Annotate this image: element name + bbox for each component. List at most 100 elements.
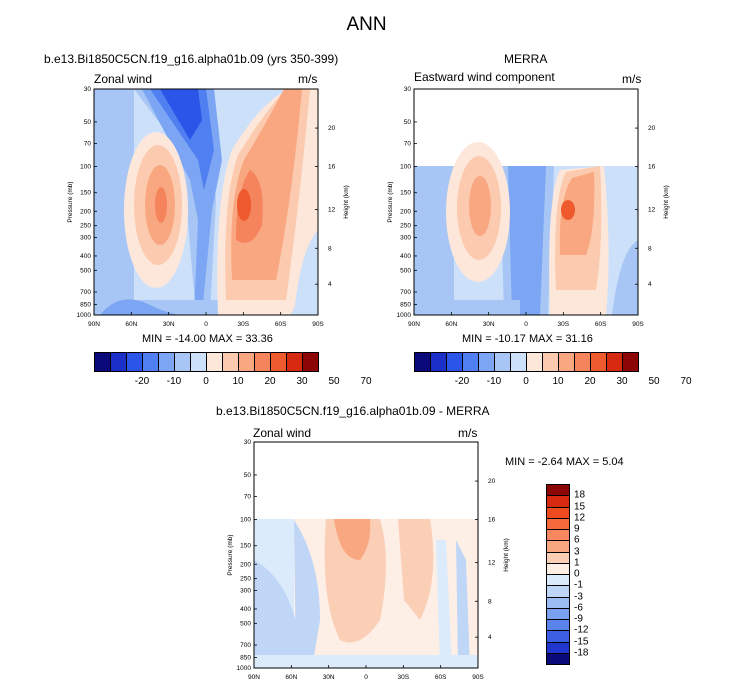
panel2-variable: Eastward wind component [414,70,555,84]
x-tick-label: 0 [364,674,368,681]
colorbar-cell [606,352,623,372]
colorbar-cell [446,352,463,372]
x-tick-label: 60N [445,321,457,328]
y-tick-label: 700 [400,289,411,296]
colorbar-label: 0 [523,376,529,387]
colorbar-cell [238,352,255,372]
y-axis-label: Pressure (mb) [67,181,74,222]
colorbar-cell [190,352,207,372]
y-tick-label: 30 [244,439,252,446]
x-tick-label: 30S [558,321,570,328]
panel3-stats: MIN = -2.64 MAX = 5.04 [505,456,624,468]
colorbar-cell [158,352,175,372]
y-tick-label: 500 [240,620,251,627]
x-tick-label: 30S [398,674,410,681]
x-tick-label: 30N [323,674,335,681]
y-tick-label: 1000 [77,312,92,319]
y-tick-label: 700 [80,289,91,296]
colorbar-label: 30 [296,376,308,387]
colorbar-diff: 18 15 12 9 6 3 1 0 -1 -3 -6 -9 -12 -15 -18 [546,484,616,665]
y2-axis-label: Height (km) [503,538,510,572]
y-tick-label: 400 [240,606,251,613]
colorbar-label: -1 [574,579,583,591]
colorbar-cell [174,352,191,372]
colorbar-cell [494,352,511,372]
x-tick-label: 90N [408,321,420,328]
colorbar-cell [510,352,527,372]
y-tick-label: 50 [244,472,252,479]
y-tick-label: 250 [400,223,411,230]
y2-tick-label: 8 [328,245,332,252]
y-tick-label: 200 [240,561,251,568]
panel3-variable: Zonal wind [253,426,312,440]
colorbar-label: 0 [203,376,209,387]
y-tick-label: 400 [400,253,411,260]
x-tick-label: 90S [632,321,644,328]
panel2-stats: MIN = -10.17 MAX = 31.16 [462,333,593,345]
colorbar-cell [590,352,607,372]
y-tick-label: 300 [400,234,411,241]
colorbar-label: 20 [584,376,596,387]
x-tick-label: 60S [275,321,287,328]
y2-axis-label: Height (km) [343,185,350,219]
x-tick-label: 60S [595,321,607,328]
colorbar-label: -18 [574,647,589,659]
y-tick-label: 50 [84,119,92,126]
y2-tick-label: 12 [648,207,656,214]
x-tick-label: 90N [248,674,260,681]
y-tick-label: 150 [80,190,91,197]
panel1-field [94,89,318,315]
colorbar-cell [622,352,639,372]
colorbar-cell [94,352,111,372]
x-tick-label: 60S [435,674,447,681]
colorbar-cell [478,352,495,372]
y2-tick-label: 4 [488,634,492,641]
panel2-units: m/s [622,72,642,86]
y-tick-label: 150 [400,190,411,197]
y-tick-label: 100 [80,164,91,171]
y2-tick-label: 4 [648,281,652,288]
y-tick-label: 700 [240,642,251,649]
colorbar-label: 10 [232,376,244,387]
colorbar-label: 3 [574,546,580,557]
colorbar-cell [302,352,319,372]
y-tick-label: 850 [80,302,91,309]
colorbar-cell [546,652,570,665]
panel3-field [254,519,478,668]
colorbar-label: 10 [552,376,564,387]
x-tick-label: 30N [163,321,175,328]
colorbar-cell [126,352,143,372]
y-tick-label: 30 [404,86,412,93]
colorbar-label: -6 [574,602,583,614]
panel2-field [414,142,638,315]
y2-axis-label: Height (km) [663,185,670,219]
colorbar-cell [574,352,591,372]
colorbar-cell [142,352,159,372]
colorbar-cell [462,352,479,372]
colorbar-cell [254,352,271,372]
y-tick-label: 300 [80,234,91,241]
colorbar-cell [542,352,559,372]
colorbar-cell [206,352,223,372]
y2-tick-label: 20 [648,125,656,132]
colorbar-label: 6 [574,534,580,546]
panel1-stats: MIN = -14.00 MAX = 33.36 [142,333,273,345]
y-tick-label: 70 [404,141,412,148]
colorbar-2: -20 -10 0 10 20 30 50 70 [414,352,692,392]
colorbar-label: 50 [648,376,660,387]
colorbar-label: 20 [264,376,276,387]
y-tick-label: 500 [400,267,411,274]
y2-tick-label: 4 [328,281,332,288]
colorbar-label: 30 [616,376,628,387]
colorbar-cell [270,352,287,372]
figure-title: ANN [346,14,387,35]
panel3-units: m/s [458,426,478,440]
y-tick-label: 300 [240,587,251,594]
y-tick-label: 50 [404,119,412,126]
x-tick-label: 90S [312,321,324,328]
colorbar-cell [222,352,239,372]
colorbar-1: -20 -10 0 10 20 30 50 70 [94,352,372,392]
axis-ticks: 3050701001502002503004005007008501000201… [67,86,670,681]
y2-tick-label: 16 [648,164,656,171]
